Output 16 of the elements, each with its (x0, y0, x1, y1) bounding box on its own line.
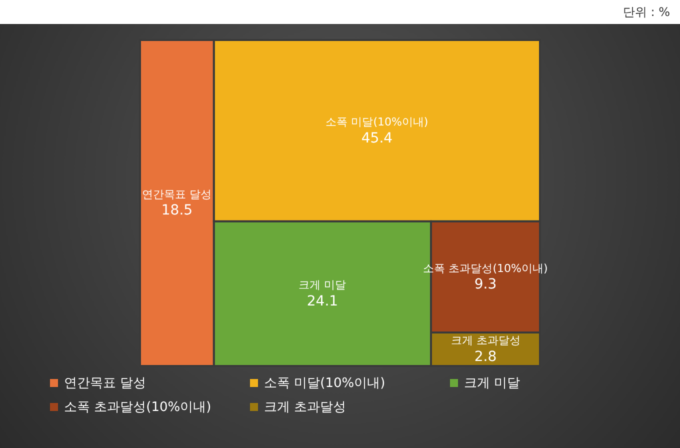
category-label: 소폭 미달(10%이내) (264, 376, 386, 391)
category-label: 연간목표 달성 (64, 376, 146, 391)
category-label: 소폭 초과달성(10%이내) (64, 400, 212, 415)
category-label: 크게 초과달성 (450, 334, 520, 348)
category-label: 크게 초과달성 (264, 400, 346, 415)
data-label: 2.8 (474, 348, 497, 365)
category-label: 소폭 미달(10%이내) (326, 116, 428, 129)
data-label: 18.5 (161, 202, 193, 219)
data-label: 45.4 (361, 130, 393, 146)
category-label: 크게 미달 (298, 278, 346, 292)
data-label: 24.1 (306, 293, 338, 310)
data-label: 9.3 (474, 276, 497, 293)
category-label: 연간목표 달성 (142, 188, 212, 201)
category-label: 크게 미달 (464, 376, 520, 391)
text: 단위 : % (622, 4, 670, 20)
category-label: 소폭 초과달성(10%이내) (423, 262, 548, 275)
